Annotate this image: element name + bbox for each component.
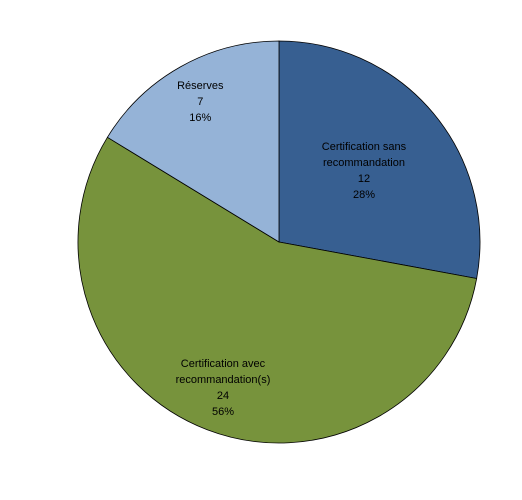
slice-name: Certification sans recommandation <box>321 141 407 170</box>
slice-value: 24 <box>216 390 230 403</box>
slice-percent: 56% <box>211 406 234 419</box>
slice-value: 7 <box>197 95 204 108</box>
pie-slice <box>278 40 481 279</box>
slice-value: 12 <box>357 173 371 186</box>
pie-slice <box>77 136 478 444</box>
slice-label: Certification avec recommandation(s) 24 56… <box>164 356 282 420</box>
slice-name: Réserves <box>177 79 224 92</box>
slice-name: Certification avec recommandation(s) <box>175 358 271 387</box>
pie-slice <box>106 40 280 243</box>
slice-label: Certification sans recommandation 12 28% <box>305 139 423 203</box>
slice-percent: 16% <box>189 111 212 124</box>
slice-percent: 28% <box>352 189 375 202</box>
slice-label: Réserves 7 16% <box>141 78 259 126</box>
